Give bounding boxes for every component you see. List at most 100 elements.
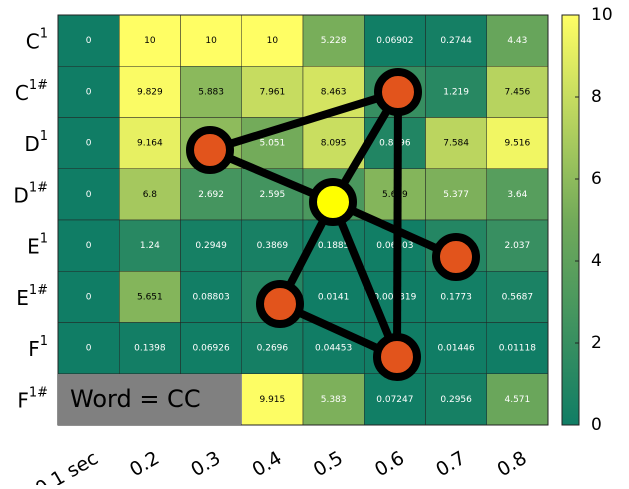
cell-label: 6.8 bbox=[143, 190, 158, 200]
heat-cell bbox=[57, 14, 120, 67]
note: D bbox=[24, 132, 39, 156]
node bbox=[309, 178, 357, 226]
heat-cell bbox=[364, 373, 426, 426]
heat-cell bbox=[425, 117, 487, 169]
note-sup: 1 bbox=[40, 129, 48, 144]
cell-label: 0.2744 bbox=[440, 36, 472, 46]
cell-label: 7.456 bbox=[504, 87, 530, 97]
note: F bbox=[28, 337, 40, 361]
cell-label: 2.692 bbox=[198, 190, 224, 200]
graph-overlay bbox=[186, 68, 480, 381]
cell-label: 0.2956 bbox=[440, 395, 472, 405]
node bbox=[374, 68, 422, 116]
x-tick-label: 0.2 bbox=[126, 447, 163, 481]
note: C bbox=[26, 29, 40, 53]
cell-label: 0.0141 bbox=[318, 292, 350, 302]
heat-cell bbox=[180, 168, 242, 221]
x-tick-label: 0.4 bbox=[248, 447, 285, 481]
cell-label: 0.08803 bbox=[193, 292, 230, 302]
cell-label: 0.06926 bbox=[193, 344, 230, 354]
cell-label: 7.584 bbox=[443, 139, 469, 149]
heat-cell bbox=[302, 14, 365, 67]
cell-label: 0.07247 bbox=[376, 395, 413, 405]
heat-cell bbox=[119, 271, 181, 323]
cell-label: 5.051 bbox=[259, 139, 285, 149]
cell-label: 5.383 bbox=[321, 395, 347, 405]
x-tick-label: 0.5 bbox=[310, 447, 347, 481]
heat-cell bbox=[57, 168, 120, 221]
node bbox=[373, 333, 421, 381]
cell-label: 5.377 bbox=[443, 190, 469, 200]
cell-label: 0 bbox=[86, 190, 92, 200]
colorbar-tick-label: 6 bbox=[591, 169, 602, 189]
node bbox=[186, 126, 234, 174]
cell-label: 2.595 bbox=[259, 190, 285, 200]
cell-label: 0.1398 bbox=[134, 344, 166, 354]
cell-label: 3.64 bbox=[507, 190, 527, 200]
cell-label: 10 bbox=[144, 36, 156, 46]
heat-cell bbox=[241, 322, 304, 374]
note: E bbox=[16, 285, 29, 309]
colorbar-tick-label: 4 bbox=[591, 251, 602, 271]
x-tick-label: 0.7 bbox=[432, 447, 469, 481]
note: C bbox=[15, 80, 29, 104]
graph-nodes bbox=[186, 68, 480, 381]
heat-cell bbox=[119, 66, 181, 118]
heat-cell bbox=[425, 168, 487, 221]
colorbar bbox=[561, 14, 580, 426]
heat-cell bbox=[57, 271, 120, 323]
cell-label: 9.829 bbox=[137, 87, 163, 97]
cell-label: 0.1773 bbox=[440, 292, 472, 302]
cell-label: 5.651 bbox=[137, 292, 163, 302]
x-tick-label: 0.3 bbox=[187, 447, 224, 481]
y-tick-label: E1 bbox=[27, 231, 48, 258]
cell-label: 9.164 bbox=[137, 139, 163, 149]
note-sup: 1 bbox=[40, 26, 48, 41]
y-tick-label: E1# bbox=[16, 282, 48, 309]
annotation: Word = CC bbox=[70, 385, 201, 413]
note-sup: 1# bbox=[29, 180, 48, 195]
cell-label: 0.3869 bbox=[257, 241, 289, 251]
heat-cell bbox=[180, 219, 242, 272]
node bbox=[432, 233, 480, 281]
note-sup: 1 bbox=[40, 231, 48, 246]
heat-cell bbox=[119, 117, 181, 169]
cell-label: 0 bbox=[86, 241, 92, 251]
y-tick-label: C1 bbox=[26, 26, 48, 53]
edge bbox=[393, 91, 402, 358]
cell-label: 0 bbox=[86, 87, 92, 97]
y-tick-label: F1 bbox=[28, 334, 48, 361]
annotation-box bbox=[58, 374, 241, 425]
heat-cell bbox=[364, 14, 426, 67]
heat-cell bbox=[119, 322, 181, 374]
cell-label: 9.516 bbox=[504, 139, 530, 149]
cell-label: 0.01446 bbox=[438, 344, 475, 354]
note-sup: 1# bbox=[29, 77, 48, 92]
cell-label: 0.01118 bbox=[499, 344, 536, 354]
cell-label: 8.095 bbox=[321, 139, 347, 149]
cell-label: 5.228 bbox=[321, 36, 347, 46]
cell-label: 0 bbox=[86, 344, 92, 354]
note-sup: 1 bbox=[40, 334, 48, 349]
heat-cell bbox=[119, 14, 181, 67]
cell-label: 1.24 bbox=[140, 241, 160, 251]
cell-label: 4.571 bbox=[504, 395, 530, 405]
cell-label: 10 bbox=[205, 36, 217, 46]
colorbar-tick-label: 2 bbox=[591, 333, 602, 353]
cell-label: 0.04453 bbox=[315, 344, 352, 354]
heat-cell bbox=[180, 271, 242, 323]
edge bbox=[208, 88, 400, 154]
cell-label: 10 bbox=[267, 36, 279, 46]
note: F bbox=[17, 388, 29, 412]
cell-label: 0.5687 bbox=[502, 292, 534, 302]
heat-cell bbox=[119, 168, 181, 221]
x-tick-label: 0.6 bbox=[371, 447, 408, 481]
y-tick-label: C1# bbox=[15, 77, 48, 104]
note-sup: 1# bbox=[29, 385, 48, 400]
heat-cell bbox=[486, 117, 549, 169]
note: D bbox=[13, 183, 28, 207]
cell-label: 1.219 bbox=[443, 87, 469, 97]
cell-label: 9.915 bbox=[259, 395, 285, 405]
y-tick-label: F1# bbox=[17, 385, 48, 412]
cell-label: 0.2949 bbox=[195, 241, 227, 251]
